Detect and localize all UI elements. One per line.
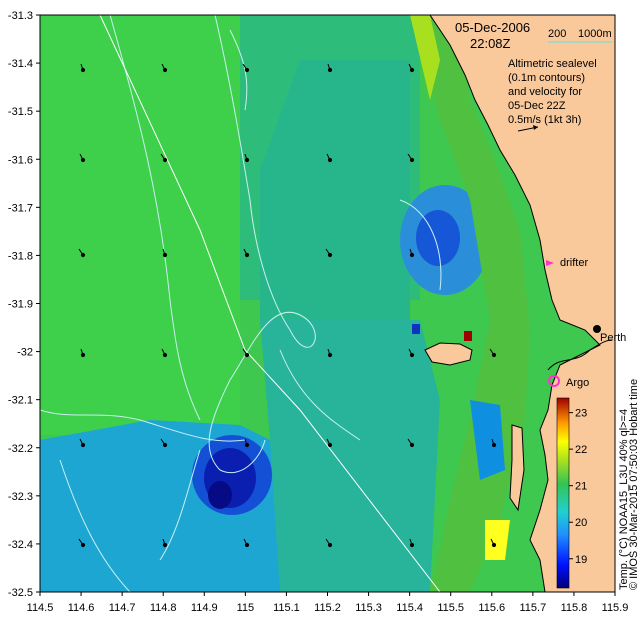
velocity-arrow-head [491, 442, 497, 448]
colorbar-tick-label: 21 [575, 481, 587, 493]
drifter-marker: drifter [546, 257, 588, 269]
velocity-arrow-head [244, 67, 250, 73]
velocity-arrow-head [162, 542, 168, 548]
cell-marker [464, 331, 472, 341]
colorbar-tick-label: 23 [575, 408, 587, 420]
sealevel-contours [40, 15, 442, 592]
copyright-text: © IMOS 30-Mar-2015 07:50:03 Hobart time [628, 379, 640, 590]
date-text: 05-Dec-2006 [455, 20, 530, 35]
colorbar-tick-label: 20 [575, 517, 587, 529]
velocity-arrow-head [327, 352, 333, 358]
velocity-arrow-head [244, 252, 250, 258]
x-tick-label: 115 [237, 602, 255, 614]
x-tick-label: 114.7 [109, 602, 136, 614]
velocity-arrow-head [409, 352, 415, 358]
x-tick-label: 115.3 [355, 602, 382, 614]
depth-200-label: 200 [548, 28, 566, 40]
y-tick-label: -32.4 [8, 539, 33, 551]
y-tick-label: -32 [17, 347, 33, 359]
y-tick-label: -32.1 [8, 395, 33, 407]
x-tick-label: 115.7 [519, 602, 546, 614]
velocity-arrow-head [244, 157, 250, 163]
velocity-arrow-head [244, 542, 250, 548]
velocity-arrow-head [409, 252, 415, 258]
x-tick-label: 114.5 [27, 602, 54, 614]
velocity-vectors [78, 63, 497, 548]
velocity-arrow-head [80, 542, 86, 548]
velocity-arrow-head [327, 542, 333, 548]
x-tick-label: 115.5 [437, 602, 464, 614]
y-tick-label: -31.4 [8, 58, 33, 70]
velocity-arrow-head [80, 252, 86, 258]
velocity-arrow-head [327, 157, 333, 163]
info-line-4: 05-Dec 22Z [508, 100, 566, 112]
argo-label: Argo [566, 377, 589, 389]
perth-marker: Perth [593, 325, 626, 344]
velocity-arrow-head [327, 442, 333, 448]
y-tick-label: -32.3 [8, 491, 33, 503]
x-tick-label: 115.1 [273, 602, 300, 614]
info-line-2: (0.1m contours) [508, 72, 585, 84]
cell-marker [412, 324, 420, 334]
velocity-arrow-head [80, 442, 86, 448]
velocity-arrow-head [327, 67, 333, 73]
velocity-arrow-head [162, 67, 168, 73]
colorbar-tick-label: 19 [575, 554, 587, 566]
y-tick-label: -32.5 [8, 587, 33, 599]
depth-1000-label: 1000m [578, 28, 612, 40]
velocity-arrow-head [491, 542, 497, 548]
velocity-arrow-head [327, 252, 333, 258]
y-tick-label: -31.6 [8, 154, 33, 166]
velocity-arrow-head [491, 352, 497, 358]
y-tick-label: -31.3 [8, 10, 33, 22]
x-tick-label: 114.9 [191, 602, 218, 614]
y-tick-label: -31.7 [8, 202, 33, 214]
velocity-arrow-head [162, 352, 168, 358]
y-tick-label: -31.5 [8, 106, 33, 118]
velocity-arrow-head [162, 157, 168, 163]
velocity-arrow-head [80, 67, 86, 73]
perth-label: Perth [600, 332, 626, 344]
colorbar [556, 397, 570, 589]
colorbar-ticks: 23 22 21 20 19 [569, 408, 587, 566]
colorbar-tick-label: 22 [575, 444, 587, 456]
x-tick-label: 114.8 [150, 602, 177, 614]
argo-marker: Argo [548, 375, 589, 389]
x-tick-label: 114.6 [68, 602, 95, 614]
scale-arrow [517, 125, 539, 132]
y-tick-label: -31.9 [8, 299, 33, 311]
x-axis: 114.5 114.6 114.7 114.8 114.9 115 115.1 115.2 11… [27, 592, 629, 614]
velocity-arrow-head [409, 542, 415, 548]
velocity-arrow-head [80, 352, 86, 358]
velocity-arrow-head [409, 442, 415, 448]
x-tick-label: 115.2 [314, 602, 341, 614]
velocity-arrow-head [409, 67, 415, 73]
velocity-arrow-head [162, 252, 168, 258]
info-line-3: and velocity for [508, 86, 582, 98]
velocity-arrow-head [80, 157, 86, 163]
y-tick-label: -31.8 [8, 250, 33, 262]
drifter-label: drifter [560, 257, 588, 269]
colorbar-label: Temp. (°C) NOAA15_L3U 40% ql>=4 [618, 409, 630, 590]
velocity-arrow-head [162, 442, 168, 448]
velocity-arrow-head [409, 157, 415, 163]
x-tick-label: 115.4 [396, 602, 423, 614]
x-tick-label: 115.9 [602, 602, 629, 614]
time-text: 22:08Z [470, 36, 511, 51]
velocity-arrow-head [244, 442, 250, 448]
info-line-1: Altimetric sealevel [508, 58, 597, 70]
velocity-arrow-head [244, 352, 250, 358]
y-tick-label: -32.2 [8, 443, 33, 455]
info-line-5: 0.5m/s (1kt 3h) [508, 114, 581, 126]
isobath-lines [99, 15, 441, 592]
x-tick-label: 115.6 [478, 602, 505, 614]
y-axis: -31.3 -31.4 -31.5 -31.6 -31.7 -31.8 -31.9 -32 -3… [8, 10, 40, 599]
x-tick-label: 115.8 [561, 602, 588, 614]
